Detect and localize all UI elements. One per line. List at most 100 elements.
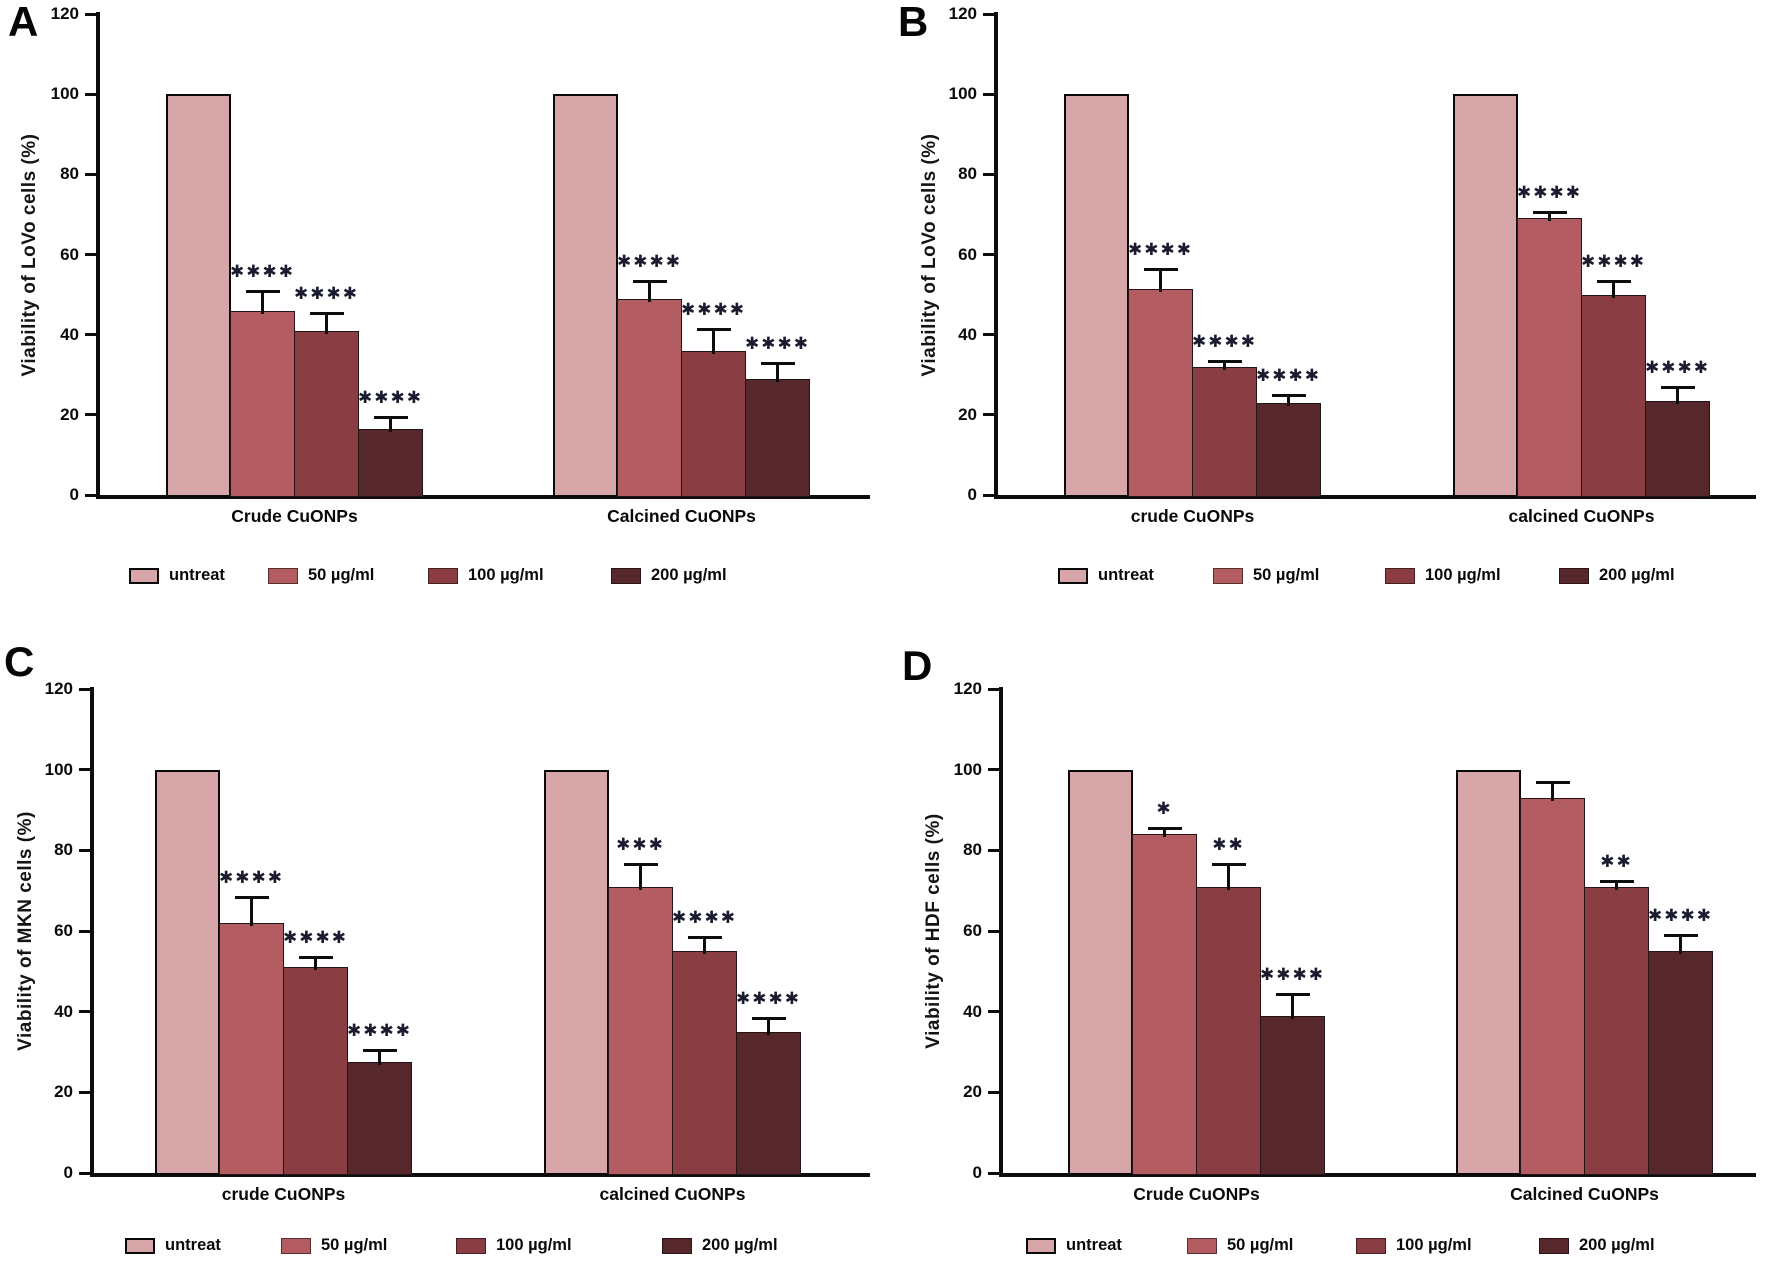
legend-label: untreat bbox=[1098, 566, 1154, 584]
error-bar-cap bbox=[760, 361, 795, 365]
bar-untreat bbox=[553, 94, 618, 497]
significance-stars: ✱✱✱✱ bbox=[1128, 239, 1193, 259]
panel-label: C bbox=[4, 638, 35, 685]
y-axis-line bbox=[90, 687, 94, 1177]
bar-100-g-ml bbox=[283, 967, 348, 1175]
error-bar-stem bbox=[767, 1017, 770, 1035]
bar-100-g-ml bbox=[1581, 294, 1646, 497]
y-tick-label: 80 bbox=[963, 840, 982, 860]
y-tick bbox=[983, 172, 994, 176]
y-tick-label: 20 bbox=[958, 404, 977, 424]
error-bar-stem bbox=[389, 416, 392, 432]
error-bar-cap bbox=[362, 1048, 397, 1052]
legend-swatch-50-g-ml bbox=[1213, 568, 1243, 584]
error-bar-stem bbox=[776, 362, 779, 382]
bar-200-g-ml bbox=[1256, 402, 1321, 497]
error-bar-cap bbox=[623, 863, 658, 867]
legend-swatch-untreat bbox=[129, 568, 159, 584]
error-bar-cap bbox=[298, 956, 333, 960]
error-bar-cap bbox=[1663, 934, 1698, 938]
panel-label: B bbox=[898, 0, 929, 45]
y-tick-label: 120 bbox=[50, 4, 79, 23]
error-bar-stem bbox=[648, 280, 651, 302]
error-bar-stem bbox=[1163, 828, 1166, 838]
significance-stars: ✱✱✱✱ bbox=[672, 908, 737, 928]
bar-200-g-ml bbox=[745, 378, 810, 497]
significance-stars: ✱✱✱✱ bbox=[745, 333, 810, 353]
y-tick-label: 60 bbox=[54, 921, 73, 940]
x-axis-line bbox=[90, 1173, 870, 1177]
x-group-label: calcined CuONPs bbox=[1508, 506, 1655, 526]
error-bar-stem bbox=[1551, 781, 1554, 801]
panel-label: D bbox=[902, 642, 933, 689]
error-bar-stem bbox=[1223, 360, 1226, 370]
significance-stars: ✱✱✱✱ bbox=[1192, 331, 1257, 351]
y-tick bbox=[988, 768, 999, 772]
bar-50-g-ml bbox=[617, 298, 682, 497]
error-bar-stem bbox=[1159, 268, 1162, 292]
legend-label: 200 µg/ml bbox=[1579, 1236, 1655, 1254]
bar-50-g-ml bbox=[219, 922, 284, 1175]
y-tick bbox=[85, 333, 96, 337]
significance-stars: ✱ bbox=[1156, 799, 1173, 819]
legend-swatch-200-g-ml bbox=[1559, 568, 1589, 584]
y-tick bbox=[983, 413, 994, 417]
error-bar-stem bbox=[250, 896, 253, 926]
y-tick bbox=[988, 1090, 999, 1094]
significance-stars: ✱✱✱✱ bbox=[1581, 251, 1646, 271]
legend-label: untreat bbox=[165, 1236, 221, 1254]
bar-untreat bbox=[1453, 94, 1518, 497]
bar-untreat bbox=[155, 769, 220, 1175]
error-bar-stem bbox=[1548, 212, 1551, 222]
x-group-label: Crude CuONPs bbox=[231, 506, 358, 526]
legend-swatch-untreat bbox=[1058, 568, 1088, 584]
y-tick bbox=[85, 92, 96, 96]
bar-100-g-ml bbox=[1584, 886, 1649, 1175]
legend-swatch-100-g-ml bbox=[456, 1238, 486, 1254]
y-tick bbox=[79, 1171, 90, 1175]
y-tick bbox=[983, 92, 994, 96]
legend-swatch-50-g-ml bbox=[281, 1238, 311, 1254]
significance-stars: ✱✱✱✱ bbox=[1260, 964, 1325, 984]
y-tick bbox=[983, 253, 994, 256]
legend-swatch-100-g-ml bbox=[1356, 1238, 1386, 1254]
error-bar-cap bbox=[1599, 879, 1634, 883]
bar-50-g-ml bbox=[608, 886, 673, 1175]
legend-swatch-200-g-ml bbox=[611, 568, 641, 584]
legend-label: 50 µg/ml bbox=[321, 1236, 388, 1254]
significance-stars: ✱✱✱✱ bbox=[1517, 183, 1582, 203]
significance-stars: ✱✱ bbox=[1600, 851, 1633, 871]
y-tick-label: 80 bbox=[54, 840, 73, 860]
bar-untreat bbox=[166, 94, 231, 497]
legend-swatch-200-g-ml bbox=[1539, 1238, 1569, 1254]
significance-stars: ✱✱✱✱ bbox=[283, 928, 348, 948]
x-axis-line bbox=[999, 1173, 1756, 1177]
y-tick-label: 0 bbox=[972, 1163, 982, 1182]
y-tick bbox=[988, 848, 999, 852]
y-tick-label: 120 bbox=[948, 4, 977, 23]
error-bar-stem bbox=[1676, 386, 1679, 404]
error-bar-stem bbox=[1615, 880, 1618, 890]
bar-untreat bbox=[1068, 769, 1133, 1175]
y-tick-label: 80 bbox=[958, 164, 977, 184]
x-group-label: calcined CuONPs bbox=[599, 1184, 746, 1204]
legend-label: untreat bbox=[169, 566, 225, 584]
bar-100-g-ml bbox=[294, 330, 359, 497]
y-tick bbox=[79, 687, 90, 691]
y-tick bbox=[85, 253, 96, 256]
y-tick-label: 60 bbox=[60, 244, 79, 264]
x-group-label: crude CuONPs bbox=[1130, 506, 1255, 526]
y-tick-label: 60 bbox=[958, 244, 977, 264]
y-tick-label: 100 bbox=[953, 759, 982, 779]
panel-a: A Viability of LoVo cells (%) 0 20 40 60 80 100… bbox=[0, 0, 886, 630]
error-bar-cap bbox=[1660, 385, 1695, 389]
error-bar-cap bbox=[234, 895, 269, 899]
bar-100-g-ml bbox=[672, 951, 737, 1175]
error-bar-stem bbox=[1679, 935, 1682, 955]
y-tick-label: 100 bbox=[50, 84, 79, 104]
y-tick bbox=[988, 687, 999, 691]
y-tick bbox=[988, 1010, 999, 1014]
legend-label: untreat bbox=[1066, 1236, 1122, 1254]
y-tick-label: 0 bbox=[967, 485, 977, 504]
